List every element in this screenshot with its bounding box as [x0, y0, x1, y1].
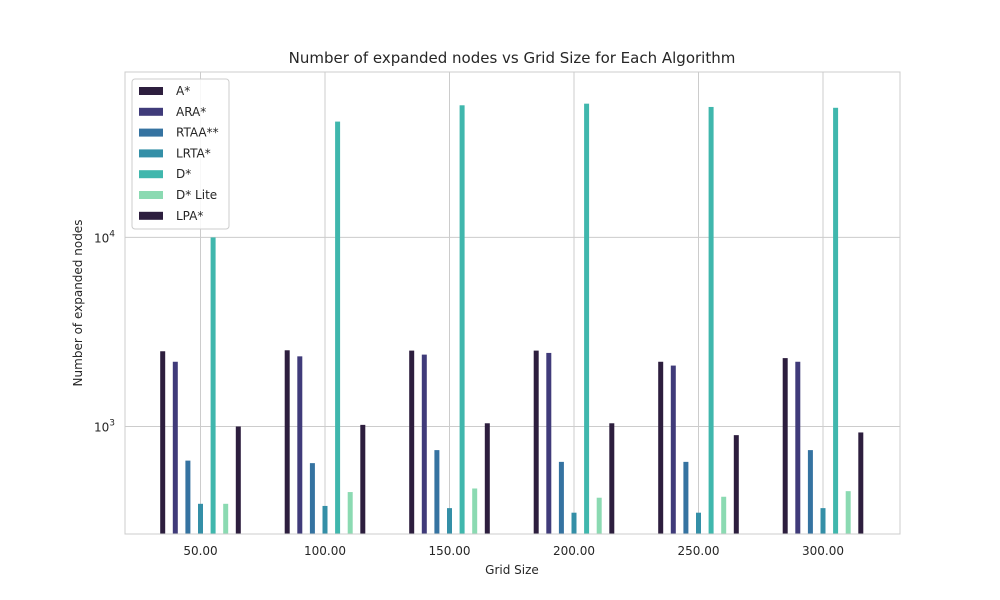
bar: [210, 237, 216, 534]
bar: [185, 460, 191, 534]
bar: [596, 497, 602, 534]
legend-label: D*: [176, 167, 191, 181]
legend-swatch: [139, 107, 163, 116]
y-axis-label: Number of expanded nodes: [71, 220, 85, 387]
legend-swatch: [139, 128, 163, 137]
legend-label: D* Lite: [176, 188, 217, 202]
bar: [708, 106, 714, 535]
bar: [807, 450, 813, 534]
x-axis-label: Grid Size: [485, 563, 539, 577]
y-tick-label: 104: [94, 229, 115, 245]
legend-label: LRTA*: [176, 146, 211, 160]
y-tick-label: 103: [94, 418, 115, 434]
bar: [223, 503, 229, 534]
legend-swatch: [139, 191, 163, 199]
legend-label: ARA*: [176, 105, 206, 119]
plot-frame: [124, 71, 901, 535]
bar: [546, 352, 552, 534]
legend-label: RTAA**: [176, 126, 219, 140]
x-tick-label: 50.00: [183, 544, 217, 558]
x-tick-label: 250.00: [678, 544, 720, 558]
bar: [558, 461, 564, 534]
bar: [472, 488, 478, 534]
bar: [434, 450, 440, 534]
bars-group: [160, 103, 864, 535]
bar: [845, 491, 851, 534]
x-tick-labels: 50.00 100.00 150.00 200.00 250.00 300.00: [183, 544, 844, 558]
bar: [609, 423, 615, 534]
bar: [696, 512, 701, 534]
chart-title: Number of expanded nodes vs Grid Size fo…: [289, 49, 736, 67]
bar: [733, 435, 739, 534]
bar: [198, 503, 203, 534]
bar: [409, 350, 415, 534]
bar: [484, 423, 490, 534]
bar: [322, 505, 328, 534]
bar: [670, 365, 676, 534]
bar: [309, 463, 315, 534]
bar: [721, 496, 727, 534]
x-tick-label: 150.00: [429, 544, 471, 558]
bar: [584, 103, 590, 534]
bar: [658, 361, 664, 534]
grid-lines: [125, 72, 900, 534]
y-tick-labels: 103 104: [94, 229, 115, 434]
bar: [172, 361, 178, 534]
bar: [782, 358, 788, 534]
legend-swatch: [139, 149, 163, 158]
bar: [421, 354, 427, 534]
bar: [335, 121, 341, 535]
bar: [284, 350, 290, 534]
legend-swatch: [139, 170, 163, 179]
bar: [360, 424, 366, 534]
bar: [447, 508, 452, 534]
legend-swatch: [139, 211, 163, 220]
bar: [297, 356, 303, 534]
bar: [820, 508, 826, 534]
bar: [795, 361, 801, 534]
bar: [235, 426, 241, 534]
bar: [683, 461, 689, 534]
bar: [571, 512, 577, 534]
x-tick-label: 100.00: [304, 544, 346, 558]
bar: [160, 351, 166, 534]
legend-label: A*: [176, 84, 190, 98]
legend-swatch: [139, 87, 163, 95]
plot-area: [125, 72, 900, 534]
bar: [459, 105, 465, 535]
bar: [533, 350, 539, 534]
bar: [347, 492, 353, 534]
x-tick-label: 300.00: [802, 544, 844, 558]
legend: A* ARA* RTAA** LRTA* D* D* Lite LPA*: [131, 78, 230, 230]
legend-label: LPA*: [176, 209, 203, 223]
bar: [833, 107, 839, 534]
bar: [858, 432, 864, 534]
x-tick-label: 200.00: [553, 544, 595, 558]
